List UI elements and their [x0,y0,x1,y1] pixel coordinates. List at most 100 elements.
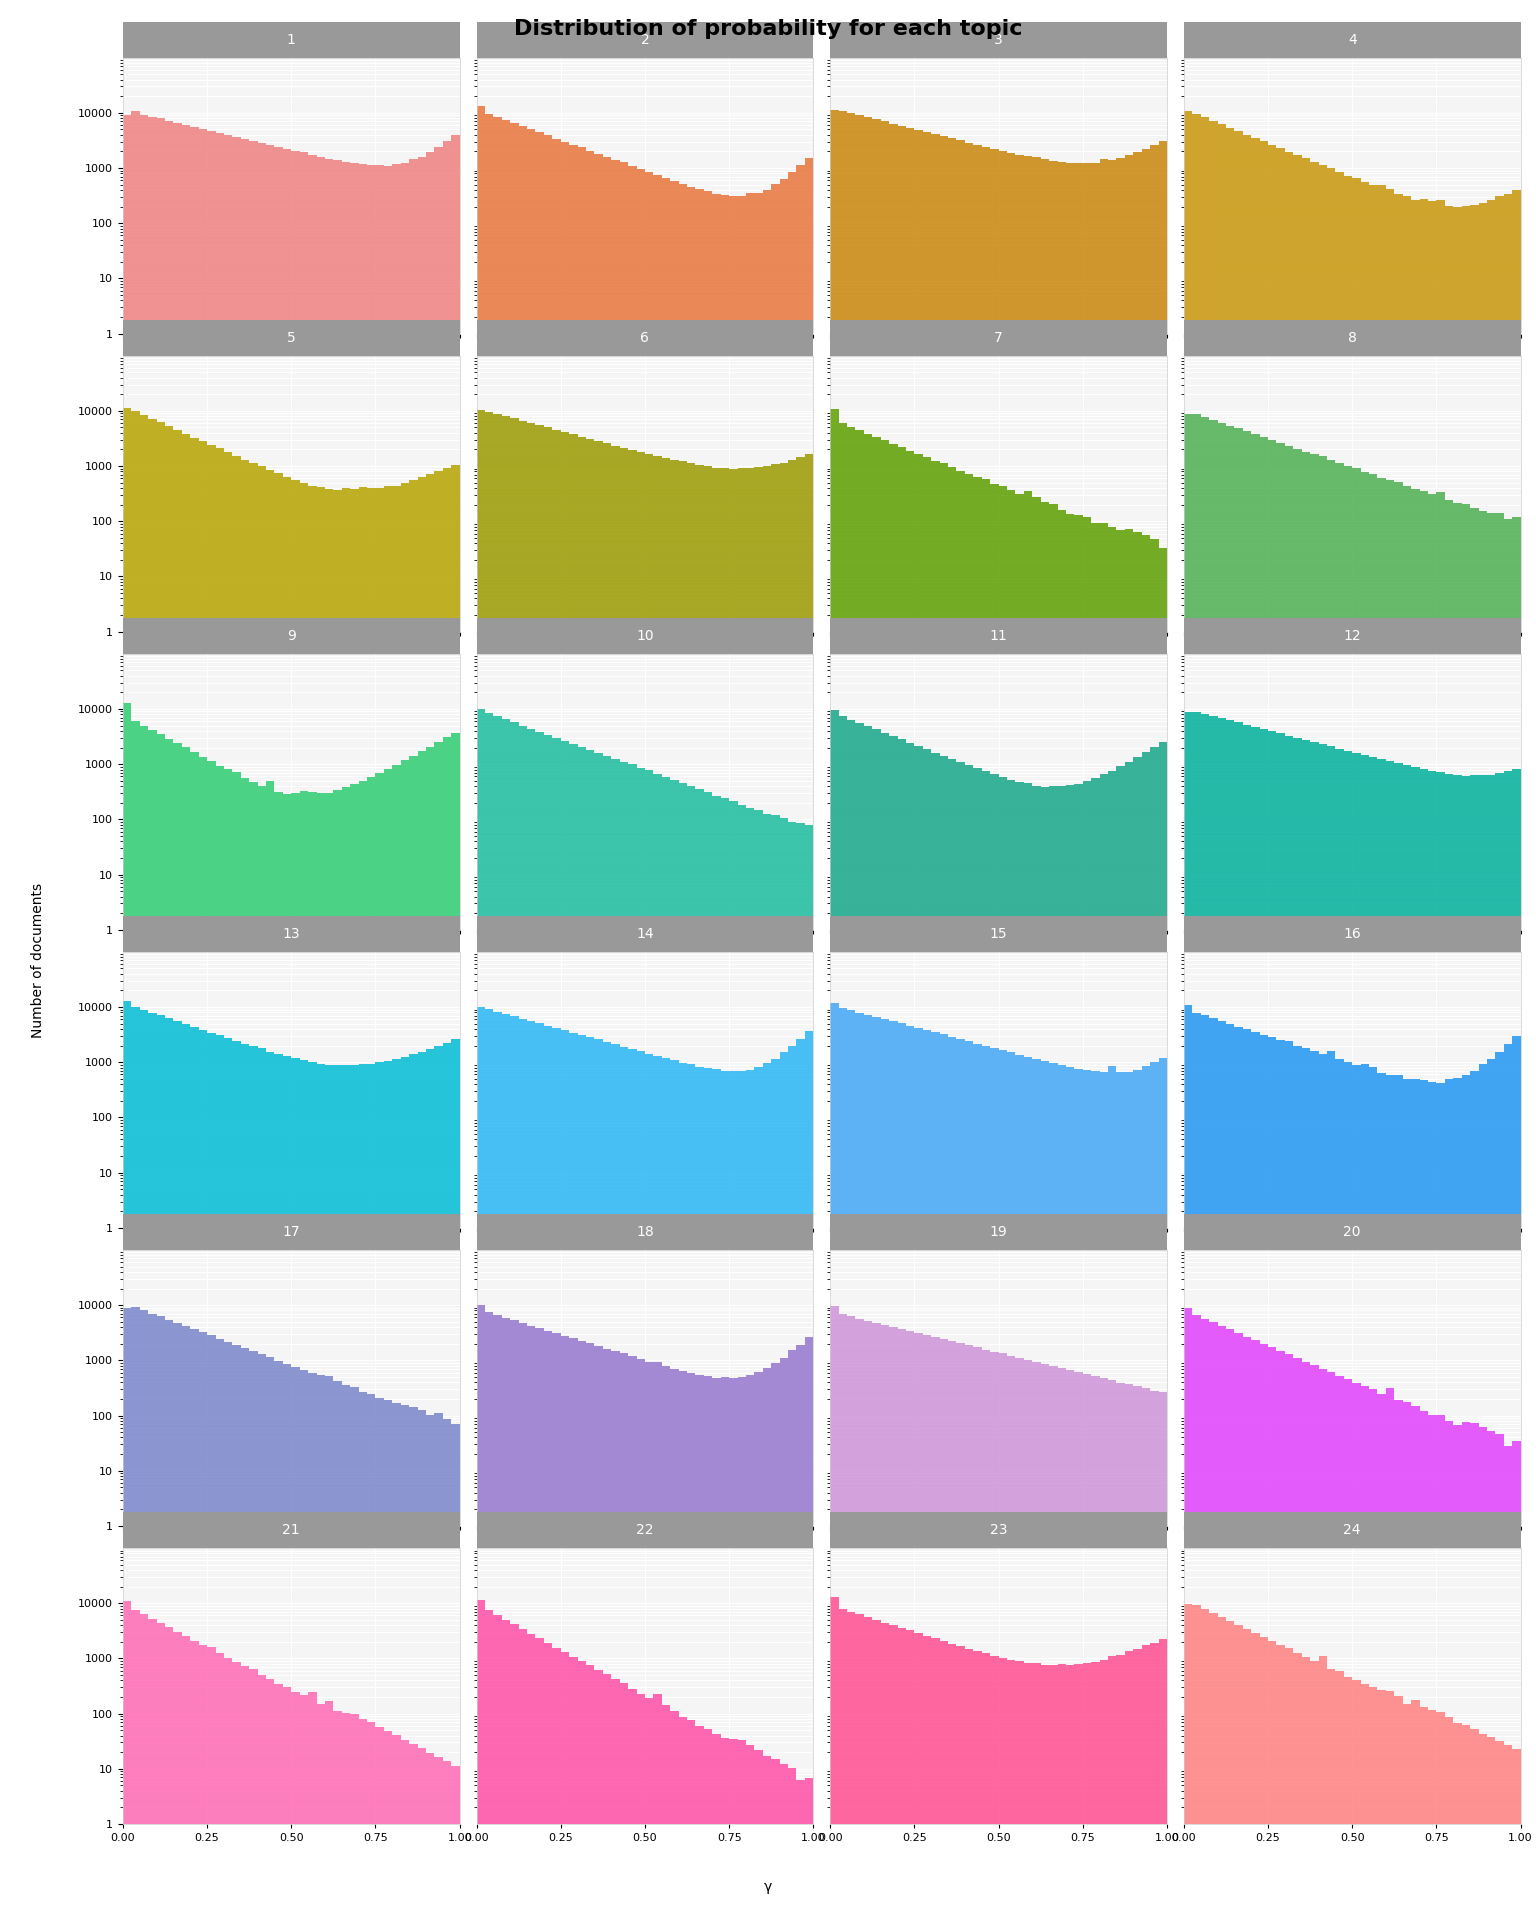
Bar [510,722,519,1920]
Bar [1201,1319,1209,1920]
Bar [1369,186,1378,1920]
Bar [418,478,425,1920]
Bar [553,430,561,1920]
Bar [561,432,570,1920]
Bar [1293,737,1301,1920]
Bar [670,780,679,1920]
Bar [1218,718,1226,1920]
Bar [1066,1068,1074,1920]
Bar [1209,1613,1218,1920]
Bar [1041,159,1049,1920]
Bar [1479,511,1487,1920]
Bar [1008,780,1015,1920]
Bar [544,735,553,1920]
Bar [780,1357,788,1920]
Bar [1041,1363,1049,1920]
Bar [435,1046,442,1920]
Bar [1049,1665,1057,1920]
Bar [1301,1657,1310,1920]
Bar [1378,758,1385,1920]
Bar [1184,1308,1192,1920]
Bar [1107,528,1117,1920]
Bar [375,488,384,1920]
Bar [1462,1075,1470,1920]
Bar [923,457,931,1920]
Bar [553,1332,561,1920]
Bar [275,1361,283,1920]
Bar [544,1331,553,1920]
Bar [241,1667,249,1920]
Bar [1134,532,1141,1920]
Bar [181,125,190,1920]
Bar [737,1740,746,1920]
Bar [872,436,880,1920]
Bar [326,1375,333,1920]
Bar [343,1384,350,1920]
Bar [241,459,249,1920]
Bar [215,132,224,1920]
Bar [602,157,611,1920]
Bar [619,161,628,1920]
Bar [309,1373,316,1920]
Bar [829,1002,839,1920]
Bar [1385,480,1395,1920]
Bar [906,1630,914,1920]
Bar [1218,1617,1226,1920]
Bar [1134,1649,1141,1920]
Bar [1462,205,1470,1920]
Bar [763,467,771,1920]
Bar [948,758,957,1920]
Bar [1100,774,1107,1920]
Bar [797,822,805,1920]
Bar [1310,743,1318,1920]
Bar [1301,1361,1310,1920]
Bar [587,440,594,1920]
Bar [1074,515,1083,1920]
Bar [846,1317,856,1920]
Bar [190,1027,198,1920]
Bar [435,148,442,1920]
Bar [1286,445,1293,1920]
Bar [536,1329,544,1920]
Bar [207,445,215,1920]
Bar [957,1645,965,1920]
Bar [1008,152,1015,1920]
Bar [493,1615,502,1920]
Bar [1041,501,1049,1920]
Bar [476,1006,485,1920]
Bar [1513,190,1521,1920]
Bar [703,192,713,1920]
Bar [863,117,872,1920]
Bar [164,121,174,1920]
Bar [1025,1359,1032,1920]
Bar [1083,163,1091,1920]
Bar [1487,1060,1496,1920]
Bar [1201,417,1209,1920]
Bar [1083,1071,1091,1920]
Bar [880,733,889,1920]
Bar [131,1006,140,1920]
Bar [737,196,746,1920]
Bar [1201,1609,1209,1920]
Bar [1436,1415,1445,1920]
Bar [292,1058,300,1920]
Bar [889,1021,897,1920]
Bar [611,1680,619,1920]
Bar [991,1048,998,1920]
Bar [594,154,602,1920]
Bar [974,768,982,1920]
Bar [645,455,653,1920]
Bar [536,1023,544,1920]
Bar [982,146,991,1920]
Bar [653,774,662,1920]
Bar [300,1695,309,1920]
Bar [1462,1724,1470,1920]
Bar [1091,163,1100,1920]
Bar [1395,482,1402,1920]
Bar [1361,1684,1369,1920]
Bar [965,1041,974,1920]
Bar [1252,1031,1260,1920]
Bar [215,1035,224,1920]
Bar [889,123,897,1920]
Bar [123,1308,131,1920]
